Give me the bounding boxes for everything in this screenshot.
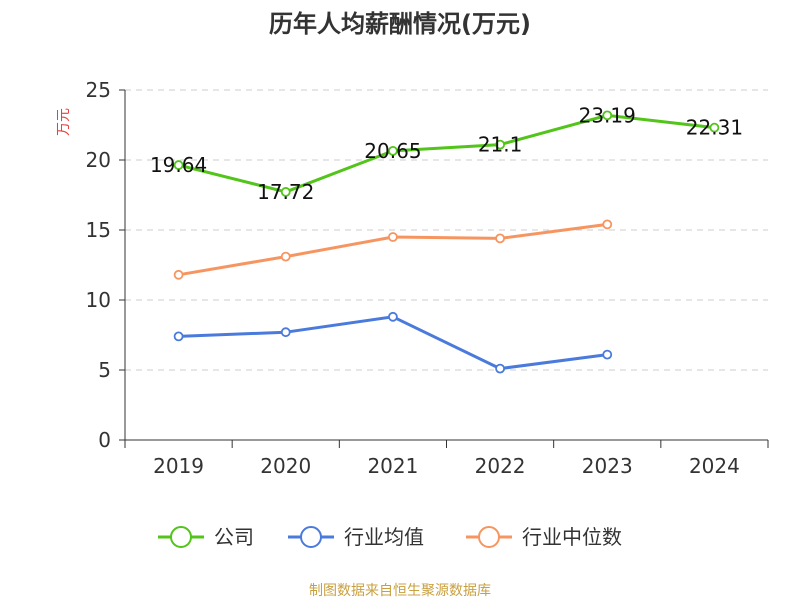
data-label: 21.1	[478, 133, 523, 157]
y-tick-label: 0	[98, 428, 111, 452]
y-tick-label: 5	[98, 358, 111, 382]
y-tick-label: 15	[86, 218, 111, 242]
data-label: 19.64	[150, 153, 207, 177]
series-0	[173, 110, 720, 197]
x-tick-label: 2023	[582, 454, 633, 478]
data-point[interactable]	[709, 122, 720, 133]
legend-item-0[interactable]: 公司	[158, 525, 254, 549]
data-label: 17.72	[257, 180, 314, 204]
axes: 0 5 10 15 20 25 2019 2020 2021 2022 2023 2024	[86, 78, 769, 478]
data-point[interactable]	[495, 233, 505, 244]
data-point[interactable]	[173, 160, 184, 170]
data-point[interactable]	[495, 363, 505, 374]
data-point[interactable]	[280, 187, 291, 197]
x-tick-label: 2024	[689, 454, 740, 478]
y-axis-label: 万元	[56, 108, 72, 136]
y-tick-label: 20	[86, 148, 111, 172]
data-point[interactable]	[388, 145, 398, 156]
x-tick-label: 2020	[260, 454, 311, 478]
data-point[interactable]	[388, 232, 398, 242]
data-point[interactable]	[602, 349, 613, 360]
grid-lines	[125, 89, 768, 371]
legend-item-2[interactable]: 行业中位数	[466, 525, 622, 549]
data-point[interactable]	[280, 251, 291, 262]
legend-label: 公司	[214, 525, 254, 549]
data-point[interactable]	[388, 311, 398, 322]
data-point[interactable]	[173, 269, 184, 280]
legend-marker	[300, 526, 322, 548]
x-tick-label: 2022	[475, 454, 526, 478]
legend-marker	[170, 526, 192, 548]
data-point[interactable]	[173, 331, 184, 342]
chart-title: 历年人均薪酬情况(万元)	[269, 10, 531, 38]
series-line	[177, 113, 716, 194]
y-tick-label: 25	[86, 78, 111, 102]
x-tick-label: 2021	[367, 454, 418, 478]
data-label: 23.19	[579, 103, 636, 127]
legend-label: 行业中位数	[522, 525, 622, 549]
data-point[interactable]	[280, 327, 291, 338]
series-1	[173, 311, 613, 374]
series-line	[177, 222, 609, 277]
data-label: 22.31	[686, 116, 743, 140]
y-tick-label: 10	[86, 288, 111, 312]
legend-marker	[478, 526, 500, 548]
source-note: 制图数据来自恒生聚源数据库	[309, 583, 491, 599]
legend-item-1[interactable]: 行业均值	[288, 525, 424, 549]
data-point[interactable]	[602, 110, 613, 121]
series-group	[173, 110, 720, 374]
legend-label: 行业均值	[344, 525, 424, 549]
x-tick-label: 2019	[153, 454, 204, 478]
legend: 公司 行业均值 行业中位数	[158, 525, 622, 549]
data-point[interactable]	[495, 139, 505, 150]
data-point[interactable]	[602, 219, 613, 230]
data-label: 20.65	[364, 139, 421, 163]
series-2	[173, 219, 613, 280]
data-labels: 19.64 17.72 20.65 21.1 23.19 22.31	[150, 103, 743, 204]
series-line	[177, 315, 609, 371]
